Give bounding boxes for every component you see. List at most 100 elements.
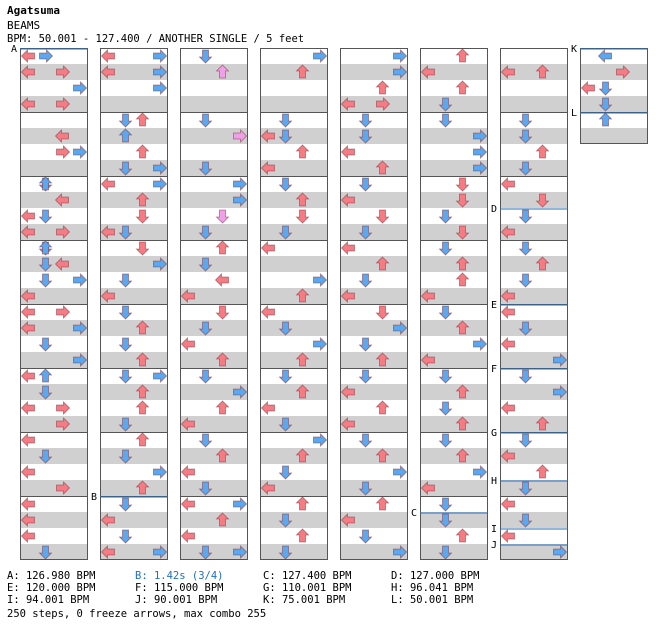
beat-stripe bbox=[180, 208, 248, 224]
step-column bbox=[100, 48, 168, 560]
tempo-marker-label: A bbox=[11, 44, 18, 55]
up-arrow-icon bbox=[375, 496, 390, 511]
right-arrow-icon bbox=[73, 81, 88, 95]
beat-stripe bbox=[260, 496, 328, 512]
down-arrow-icon bbox=[198, 481, 213, 496]
beat-stripe bbox=[20, 432, 88, 448]
left-arrow-icon bbox=[500, 337, 515, 351]
right-arrow-icon bbox=[56, 145, 71, 159]
up-arrow-icon bbox=[135, 352, 150, 367]
right-arrow-icon bbox=[313, 273, 328, 287]
beat-stripe bbox=[260, 416, 328, 432]
right-arrow-icon bbox=[616, 65, 631, 79]
beat-stripe bbox=[100, 480, 168, 496]
left-arrow-icon bbox=[100, 289, 115, 303]
beat-stripe bbox=[260, 272, 328, 288]
tempo-marker-label: E bbox=[491, 300, 498, 311]
left-arrow-icon bbox=[20, 401, 35, 415]
down-arrow-icon bbox=[518, 161, 533, 176]
down-arrow-icon bbox=[438, 113, 453, 128]
beat-stripe bbox=[500, 384, 568, 400]
left-arrow-icon bbox=[180, 417, 195, 431]
step-column bbox=[340, 48, 408, 560]
legend-entry: A: 126.980 BPM bbox=[7, 570, 96, 582]
up-arrow-icon bbox=[135, 480, 150, 495]
beat-stripe bbox=[500, 304, 568, 320]
legend-entry: B: 1.42s (3/4) bbox=[135, 570, 224, 582]
left-arrow-icon bbox=[100, 49, 115, 63]
down-arrow-icon bbox=[438, 305, 453, 320]
beat-stripe bbox=[500, 144, 568, 160]
down-arrow-icon bbox=[358, 369, 373, 384]
down-arrow-icon bbox=[38, 545, 53, 560]
down-arrow-icon bbox=[38, 273, 53, 288]
down-arrow-icon bbox=[278, 129, 293, 144]
tempo-change-line bbox=[500, 208, 568, 210]
right-arrow-icon bbox=[153, 161, 168, 175]
step-column bbox=[580, 48, 648, 144]
tempo-change-line bbox=[500, 528, 568, 530]
beat-stripe bbox=[500, 496, 568, 512]
down-arrow-icon bbox=[358, 113, 373, 128]
up-arrow-icon bbox=[455, 256, 470, 271]
beat-stripe bbox=[340, 448, 408, 464]
right-arrow-icon bbox=[56, 305, 71, 319]
up-arrow-icon bbox=[38, 240, 53, 255]
beat-stripe bbox=[420, 416, 488, 432]
down-arrow-icon bbox=[135, 209, 150, 224]
left-arrow-icon bbox=[340, 241, 355, 255]
beat-stripe bbox=[580, 128, 648, 144]
down-arrow-icon bbox=[278, 465, 293, 480]
beat-stripe bbox=[260, 320, 328, 336]
up-arrow-icon bbox=[455, 448, 470, 463]
tempo-marker-label: C bbox=[411, 508, 418, 519]
beat-stripe bbox=[500, 112, 568, 128]
right-arrow-icon bbox=[73, 321, 88, 335]
left-arrow-icon bbox=[500, 497, 515, 511]
beat-stripe bbox=[180, 256, 248, 272]
left-arrow-icon bbox=[260, 161, 275, 175]
up-arrow-icon bbox=[455, 48, 470, 63]
up-arrow-icon bbox=[295, 448, 310, 463]
beat-stripe bbox=[420, 288, 488, 304]
up-arrow-icon bbox=[135, 384, 150, 399]
beat-stripe bbox=[180, 544, 248, 560]
left-arrow-icon bbox=[260, 241, 275, 255]
left-arrow-icon bbox=[597, 49, 612, 63]
beat-stripe bbox=[100, 128, 168, 144]
left-arrow-icon bbox=[20, 49, 35, 63]
right-arrow-icon bbox=[56, 97, 71, 111]
left-arrow-icon bbox=[340, 193, 355, 207]
beat-stripe bbox=[420, 256, 488, 272]
legend-entry: E: 120.000 BPM bbox=[7, 582, 96, 594]
beat-stripe bbox=[260, 224, 328, 240]
beat-stripe bbox=[100, 496, 168, 512]
beat-stripe bbox=[180, 128, 248, 144]
left-arrow-icon bbox=[260, 305, 275, 319]
up-arrow-icon bbox=[135, 320, 150, 335]
up-arrow-icon bbox=[375, 448, 390, 463]
beat-stripe bbox=[500, 512, 568, 528]
beat-stripe bbox=[100, 208, 168, 224]
beat-stripe bbox=[500, 480, 568, 496]
beat-stripe bbox=[20, 480, 88, 496]
beat-stripe bbox=[100, 64, 168, 80]
beat-stripe bbox=[340, 224, 408, 240]
legend-entry: L: 50.001 BPM bbox=[391, 594, 474, 606]
beat-stripe bbox=[20, 448, 88, 464]
beat-stripe bbox=[260, 128, 328, 144]
chart-info: BPM: 50.001 - 127.400 / ANOTHER SINGLE /… bbox=[7, 33, 305, 45]
step-column bbox=[20, 48, 88, 560]
down-arrow-icon bbox=[295, 209, 310, 224]
beat-stripe bbox=[180, 96, 248, 112]
up-arrow-icon bbox=[215, 400, 230, 415]
up-arrow-icon bbox=[598, 112, 613, 127]
beat-stripe bbox=[180, 144, 248, 160]
beat-stripe bbox=[180, 160, 248, 176]
beat-stripe bbox=[340, 480, 408, 496]
down-arrow-icon bbox=[438, 401, 453, 416]
up-arrow-icon bbox=[375, 80, 390, 95]
beat-stripe bbox=[260, 144, 328, 160]
right-arrow-icon bbox=[553, 545, 568, 559]
left-arrow-icon bbox=[100, 513, 115, 527]
